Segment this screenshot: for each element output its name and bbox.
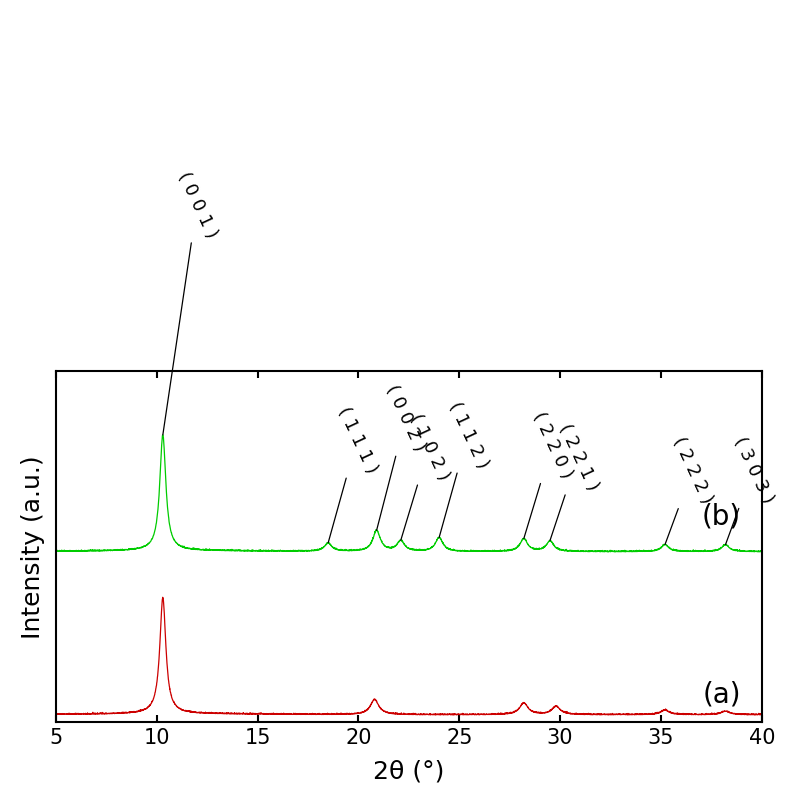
Text: ( 2 2 0 ): ( 2 2 0 ) xyxy=(524,409,575,539)
Text: ( 0 0 2 ): ( 0 0 2 ) xyxy=(376,382,429,531)
Text: ( 0 0 1 ): ( 0 0 1 ) xyxy=(163,169,220,435)
Text: (a): (a) xyxy=(702,679,741,707)
Y-axis label: Intensity (a.u.): Intensity (a.u.) xyxy=(21,455,45,638)
Text: ( 2 2 2 ): ( 2 2 2 ) xyxy=(665,434,716,545)
Text: ( 3 0 3 ): ( 3 0 3 ) xyxy=(726,434,776,545)
Text: ( 1 0 2 ): ( 1 0 2 ) xyxy=(400,410,453,540)
Text: (b): (b) xyxy=(702,502,741,530)
Text: ( 1 1 1 ): ( 1 1 1 ) xyxy=(328,404,380,543)
Text: ( 2 2 1 ): ( 2 2 1 ) xyxy=(550,420,602,540)
Text: ( 1 1 2 ): ( 1 1 2 ) xyxy=(439,398,491,538)
X-axis label: 2θ (°): 2θ (°) xyxy=(373,758,445,782)
